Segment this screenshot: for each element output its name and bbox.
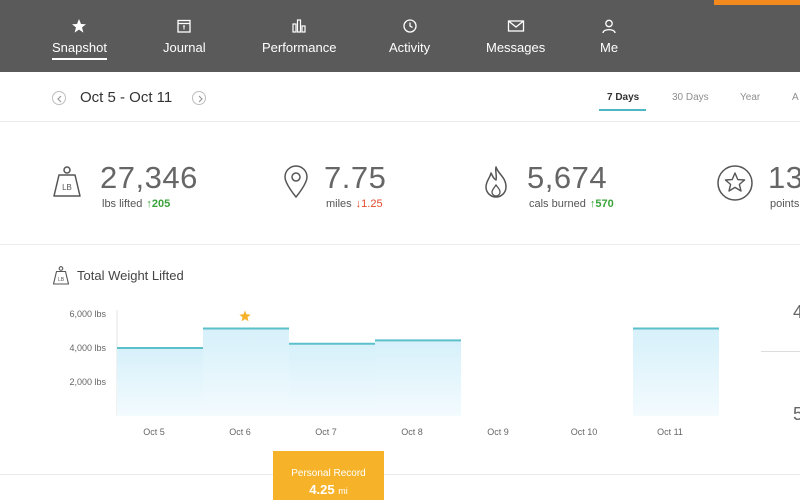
next-week-button[interactable]: [192, 91, 206, 105]
star-icon: [72, 19, 87, 33]
lbs-lifted-value: 27,346: [100, 160, 198, 195]
tab-year[interactable]: Year: [740, 92, 761, 103]
stat-label-text: cals burned: [529, 198, 586, 210]
nav-item-me[interactable]: Me: [600, 18, 618, 55]
personal-record-card[interactable]: Personal Record 4.25 mi: [273, 451, 384, 500]
svg-text:LB: LB: [62, 183, 72, 192]
chevron-left-icon: [57, 95, 62, 103]
nav-item-journal[interactable]: Journal: [163, 18, 206, 55]
svg-text:LB: LB: [58, 277, 65, 283]
tab-30-days[interactable]: 30 Days: [672, 92, 709, 103]
y-tick-label: 6,000 lbs: [69, 309, 106, 319]
right-divider: [761, 351, 800, 352]
cals-burned-delta: ↑570: [589, 198, 614, 210]
delta-value: 1.25: [361, 198, 383, 210]
person-icon: [602, 19, 616, 34]
section-divider: [0, 474, 800, 475]
stats-row: LB 27,346 lbs lifted ↑205 7.75 miles ↓1.25…: [0, 123, 800, 245]
calendar-icon: [177, 19, 191, 33]
right-edge-value: 5: [793, 404, 800, 424]
bar-fill: [117, 348, 203, 416]
nav-item-snapshot[interactable]: Snapshot: [52, 18, 107, 60]
stat-label-text: lbs lifted: [102, 198, 143, 210]
chevron-right-icon: [198, 95, 203, 103]
nav-label: Performance: [262, 40, 337, 55]
envelope-icon: [507, 20, 524, 32]
cals-burned-value: 5,674: [527, 160, 608, 195]
y-tick-label: 2,000 lbs: [69, 377, 106, 387]
pr-unit: mi: [338, 486, 348, 496]
location-pin-icon: [284, 165, 308, 199]
points-label: points: [770, 198, 800, 210]
bar-fill: [633, 328, 719, 416]
bar-fill: [375, 340, 461, 416]
nav-label: Journal: [163, 40, 206, 55]
personal-record-title: Personal Record: [291, 468, 366, 479]
x-tick-label: Oct 9: [487, 427, 509, 437]
delta-value: 205: [151, 198, 171, 210]
cals-burned-label: cals burned ↑570: [529, 198, 614, 210]
pr-value-text: 4.25: [309, 482, 335, 497]
nav-item-messages[interactable]: Messages: [486, 18, 545, 55]
x-tick-label: Oct 5: [143, 427, 165, 437]
chart-title: Total Weight Lifted: [77, 268, 184, 283]
lbs-lifted-label: lbs lifted ↑205: [102, 198, 170, 210]
active-tab-indicator: [599, 109, 646, 111]
date-bar: Oct 5 - Oct 11 7 Days 30 Days Year A: [0, 72, 800, 122]
miles-value: 7.75: [324, 160, 387, 195]
bar-fill: [203, 328, 289, 416]
x-tick-label: Oct 10: [571, 427, 598, 437]
nav-item-performance[interactable]: Performance: [262, 18, 336, 55]
nav-label: Messages: [486, 40, 546, 55]
stat-label-text: miles: [326, 198, 352, 210]
bar-fill: [289, 343, 375, 416]
date-range: Oct 5 - Oct 11: [80, 89, 173, 106]
x-tick-label: Oct 6: [229, 427, 251, 437]
tab-all[interactable]: A: [792, 92, 799, 103]
x-tick-label: Oct 11: [657, 427, 683, 437]
weight-icon: LB: [53, 166, 81, 197]
nav-label: Me: [600, 40, 619, 55]
nav-label: Snapshot: [52, 40, 107, 60]
nav-item-activity[interactable]: Activity: [389, 18, 430, 55]
flame-icon: [485, 166, 507, 198]
delta-value: 570: [595, 198, 614, 210]
x-tick-label: Oct 8: [401, 427, 423, 437]
personal-record-value: 4.25 mi: [273, 482, 384, 497]
points-value: 13: [768, 160, 800, 195]
accent-strip: [714, 0, 800, 5]
weight-chart: 2,000 lbs 4,000 lbs 6,000 lbs Oct 5 Oct 6 Oct…: [69, 309, 719, 437]
bar-chart-icon: [292, 19, 306, 33]
clock-icon: [402, 19, 417, 33]
x-tick-label: Oct 7: [315, 427, 337, 437]
personal-record-star-icon: [239, 310, 251, 322]
lbs-lifted-delta: ↑205: [146, 198, 171, 210]
previous-week-button[interactable]: [52, 91, 66, 105]
nav-label: Activity: [389, 40, 431, 55]
miles-delta: ↓1.25: [355, 198, 383, 210]
miles-label: miles ↓1.25: [326, 198, 383, 210]
tab-7-days[interactable]: 7 Days: [607, 92, 640, 103]
y-tick-label: 4,000 lbs: [69, 343, 106, 353]
top-nav: Snapshot Journal Performance Activity Me…: [0, 0, 800, 72]
weight-icon: LB: [52, 266, 70, 285]
right-edge-value: 4: [793, 302, 800, 322]
star-badge-icon: [717, 165, 753, 201]
